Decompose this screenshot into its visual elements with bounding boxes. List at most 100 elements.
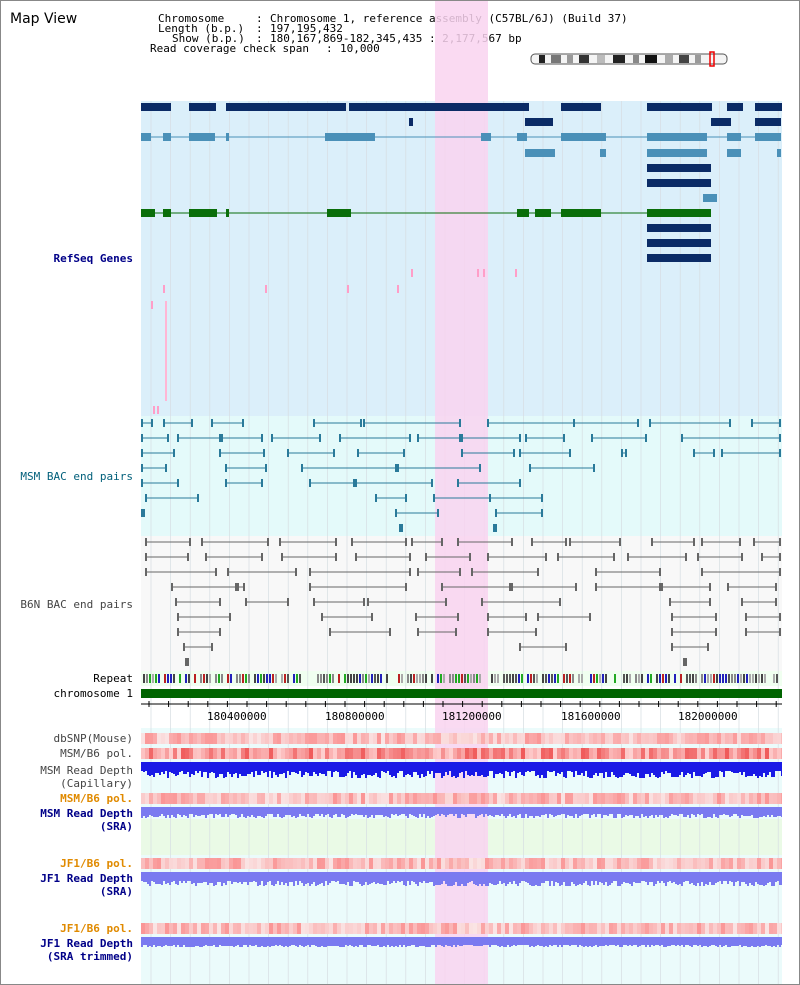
gene-row-exon — [703, 194, 717, 202]
msm-depth-capillary-bar — [611, 762, 613, 772]
msm-depth-sra-bar — [757, 807, 759, 818]
jf1-depth-trimmed-bar — [451, 937, 453, 947]
msm-depth-sra-bar — [761, 807, 763, 817]
jf1-depth-sra-bar — [515, 872, 517, 884]
repeat-element — [554, 674, 556, 683]
bac-end — [399, 524, 401, 532]
msm-pol-heat — [481, 748, 485, 759]
bac-end — [625, 449, 627, 457]
msm-depth-sra-bar — [237, 807, 239, 818]
bac-end — [409, 434, 411, 442]
msm-depth-capillary-bar — [349, 762, 351, 771]
jf1-depth-trimmed-bar — [387, 937, 389, 945]
jf1-depth-trimmed-bar — [199, 937, 201, 947]
msm-depth-sra-bar — [721, 807, 723, 815]
bac-end — [205, 553, 207, 561]
msm-depth-sra-bar — [775, 807, 777, 817]
jf1-depth-trimmed-bar — [563, 937, 565, 945]
repeat-element — [695, 674, 697, 683]
msm-pol-heat — [317, 748, 321, 759]
msm-pol-heat — [149, 748, 153, 759]
repeat-element — [410, 674, 412, 683]
msm-depth-capillary-bar — [143, 762, 145, 772]
chromosome-ideogram[interactable] — [529, 51, 729, 67]
jf1-pol-trimmed-heat — [201, 923, 205, 934]
msm-depth-capillary-bar — [289, 762, 291, 775]
jf1-pol-trimmed-heat — [517, 923, 521, 934]
bac-end — [519, 479, 521, 487]
msm-pol-sra-heat — [233, 793, 237, 804]
jf1-depth-sra-bar — [569, 872, 571, 886]
jf1-depth-trimmed-bar — [491, 937, 493, 945]
msm-depth-capillary-bar — [715, 762, 717, 777]
msm-pol-sra-heat — [517, 793, 521, 804]
msm-depth-sra-bar — [365, 807, 367, 815]
msm-pol-heat — [777, 748, 781, 759]
jf1-depth-trimmed-bar — [187, 937, 189, 947]
msm-pol-sra-heat — [521, 793, 525, 804]
jf1-pol-heat — [257, 858, 261, 869]
jf1-pol-heat — [425, 858, 429, 869]
jf1-depth-trimmed-bar — [515, 937, 517, 946]
msm-pol-sra-heat — [349, 793, 353, 804]
msm-depth-capillary-bar — [261, 762, 263, 771]
dbsnp-heat — [261, 733, 265, 744]
msm-depth-capillary-bar — [505, 762, 507, 771]
jf1-pol-heat — [657, 858, 661, 869]
jf1-depth-trimmed-bar — [167, 937, 169, 946]
repeat-element — [317, 674, 319, 683]
jf1-depth-sra-bar — [253, 872, 255, 881]
msm-pol-heat — [165, 748, 169, 759]
msm-pol-heat — [709, 748, 713, 759]
jf1-depth-trimmed-bar — [541, 937, 543, 946]
msm-depth-sra-bar — [459, 807, 461, 818]
repeat-element — [377, 674, 379, 683]
gene-row-exon — [141, 133, 151, 141]
bac-end — [409, 568, 411, 576]
repeat-element — [380, 674, 382, 683]
dbsnp-heat — [757, 733, 761, 744]
jf1-pol-heat — [781, 858, 782, 869]
msm-pol-sra-heat — [169, 793, 173, 804]
jf1-depth-sra-bar — [771, 872, 773, 886]
jf1-pol-heat — [733, 858, 737, 869]
msm-depth-capillary-bar — [591, 762, 593, 778]
msm-depth-capillary-bar — [701, 762, 703, 777]
jf1-pol-trimmed-heat — [405, 923, 409, 934]
genome-tracks[interactable] — [141, 1, 782, 985]
msm-depth-capillary-bar — [369, 762, 371, 775]
msm-depth-capillary-bar — [335, 762, 337, 771]
jf1-pol-trimmed-heat — [189, 923, 193, 934]
bac-end — [481, 598, 483, 606]
jf1-depth-trimmed-bar — [589, 937, 591, 946]
msm-depth-capillary-bar — [547, 762, 549, 771]
jf1-pol-trimmed-heat — [485, 923, 489, 934]
dbsnp-heat — [361, 733, 365, 744]
repeat-element — [284, 674, 286, 683]
msm-depth-capillary-bar — [189, 762, 191, 777]
msm-pol-sra-heat — [777, 793, 781, 804]
jf1-pol-trimmed-heat — [493, 923, 497, 934]
bac-end — [211, 419, 213, 427]
jf1-pol-trimmed-heat — [281, 923, 285, 934]
jf1-pol-heat — [421, 858, 425, 869]
msm-pol-sra-heat — [337, 793, 341, 804]
jf1-depth-trimmed-bar — [629, 937, 631, 945]
msm-depth-sra-bar — [231, 807, 233, 814]
dbsnp-heat — [705, 733, 709, 744]
msm-depth-capillary-bar — [709, 762, 711, 772]
msm-depth-sra-bar — [257, 807, 259, 816]
jf1-depth-trimmed-bar — [621, 937, 623, 947]
dbsnp-heat — [645, 733, 649, 744]
msm-pol-heat — [669, 748, 673, 759]
msm-pol-sra-heat — [461, 793, 465, 804]
msm-depth-sra-bar — [639, 807, 641, 818]
jf1-depth-trimmed-bar — [411, 937, 413, 945]
jf1-pol-heat — [225, 858, 229, 869]
jf1-pol-trimmed-heat — [321, 923, 325, 934]
msm-depth-sra-bar — [215, 807, 217, 814]
msm-depth-sra-bar — [559, 807, 561, 815]
msm-depth-capillary-bar — [679, 762, 681, 775]
jf1-pol-trimmed-heat — [209, 923, 213, 934]
jf1-depth-trimmed-bar — [533, 937, 535, 947]
